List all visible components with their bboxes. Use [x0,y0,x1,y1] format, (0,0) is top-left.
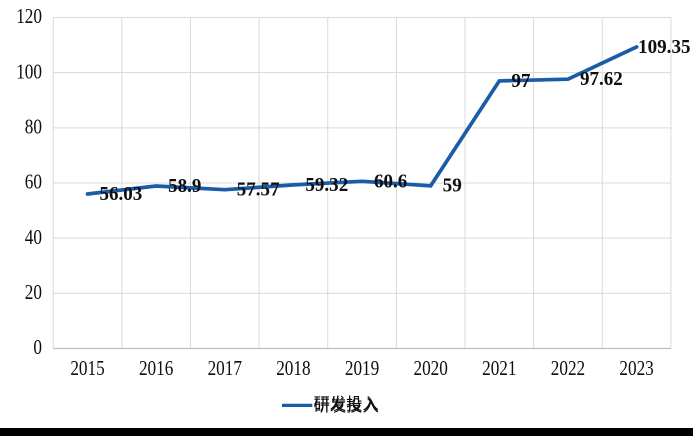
y-tick-label: 60 [25,170,42,194]
x-tick-label: 2018 [276,356,310,380]
y-tick-label: 20 [25,280,42,304]
y-tick-label: 120 [16,4,42,28]
data-label: 58.9 [168,175,201,197]
data-label: 97 [511,70,530,92]
legend-label: 研发投入 [314,394,379,413]
data-label: 59.32 [305,174,348,196]
x-tick-label: 2015 [70,356,104,380]
bottom-bar [0,427,693,436]
data-label: 60.6 [374,170,407,192]
data-label: 97.62 [580,68,623,90]
legend-glyph [346,397,362,413]
x-tick-label: 2021 [482,356,516,380]
x-tick-label: 2017 [208,356,242,380]
x-tick-label: 2022 [551,356,585,380]
legend-label-glyphs [314,397,379,413]
series-line [85,45,639,196]
x-axis-labels: 2015 2016 2017 2018 2019 2020 2021 2022 2023 [70,356,653,380]
data-labels: 56.03 58.9 57.57 59.32 60.6 59 97 97.62 109.35 [100,36,691,205]
x-tick-label: 2019 [345,356,379,380]
data-label: 56.03 [100,183,143,205]
x-tick-label: 2016 [139,356,173,380]
y-tick-label: 80 [25,115,42,139]
data-label: 59 [443,175,462,197]
legend-glyph [330,397,346,413]
y-axis-labels: 0 20 40 60 80 100 120 [16,4,42,359]
legend: 研发投入 [282,394,379,413]
y-tick-label: 40 [25,225,42,249]
gridlines [52,17,672,349]
data-label: 57.57 [237,179,280,201]
x-tick-label: 2020 [413,356,447,380]
data-label: 109.35 [638,36,690,58]
y-tick-label: 0 [33,335,42,359]
y-tick-label: 100 [16,59,42,83]
x-tick-label: 2023 [619,356,653,380]
legend-glyph [363,398,379,413]
legend-glyph [314,398,330,413]
